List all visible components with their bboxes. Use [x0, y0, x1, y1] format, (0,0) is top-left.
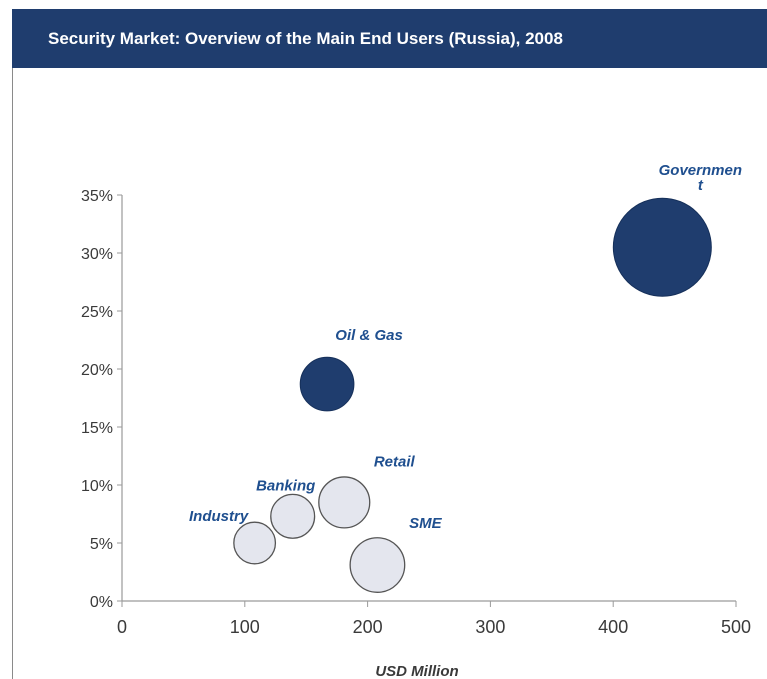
x-tick-label: 200: [353, 617, 383, 637]
bubble-label-line: Oil & Gas: [335, 327, 403, 344]
x-tick-label: 500: [721, 617, 751, 637]
x-tick-label: 400: [598, 617, 628, 637]
bubble-oil-gas: [299, 356, 355, 412]
x-tick-label: 100: [230, 617, 260, 637]
y-tick-label: 25%: [81, 304, 113, 321]
chart-title: Security Market: Overview of the Main En…: [12, 9, 767, 68]
bubble-label-line: Industry: [189, 508, 249, 525]
y-tick-label: 5%: [90, 536, 113, 553]
bubble-retail: [318, 476, 371, 529]
bubble-labels: Governmen t Oil & Gas Retail Banking Industry…: [189, 162, 742, 532]
y-tick-label: 20%: [81, 362, 113, 379]
x-tick-label: 300: [475, 617, 505, 637]
chart-axes: 0% 5% 10% 15% 20% 25% 30% 35% 0 100 200 300 400 500: [81, 188, 751, 637]
y-tick-label: 10%: [81, 478, 113, 495]
bubble-label-government: Governmen t: [659, 162, 742, 194]
bubble-label-line: t: [698, 177, 704, 194]
bubble-label-banking: Banking: [256, 477, 315, 494]
y-tick-label: 30%: [81, 246, 113, 263]
bubble-series: [233, 197, 712, 593]
bubble-banking: [270, 493, 316, 539]
bubble-label-line: SME: [409, 515, 443, 532]
x-axis-title: USD Million: [375, 663, 458, 679]
y-tick-label: 15%: [81, 420, 113, 437]
bubble-label-line: Banking: [256, 477, 315, 494]
y-tick-label: 35%: [81, 188, 113, 205]
bubble-sme: [349, 537, 406, 593]
bubble-label-retail: Retail: [374, 453, 416, 470]
frame-left-rule: [12, 68, 13, 679]
bubble-label-sme: SME: [409, 515, 443, 532]
bubble-label-line: Retail: [374, 453, 416, 470]
bubble-government: [612, 197, 712, 297]
bubble-label-industry: Industry: [189, 508, 249, 525]
x-tick-label: 0: [117, 617, 127, 637]
bubble-label-line: Governmen: [659, 162, 742, 179]
y-tick-label: 0%: [90, 594, 113, 611]
bubble-label-oil-gas: Oil & Gas: [335, 327, 403, 344]
bubble-industry: [233, 521, 277, 565]
